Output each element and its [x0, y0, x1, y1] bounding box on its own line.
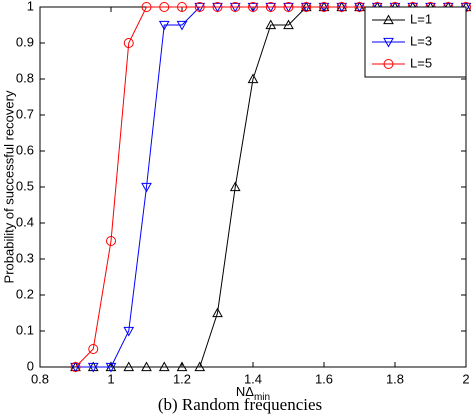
marker	[265, 2, 276, 12]
x-tick-label: 1.2	[173, 371, 191, 386]
marker	[265, 19, 277, 30]
marker	[283, 19, 294, 30]
x-tick-label: 1.4	[244, 371, 262, 386]
legend-label: L=3	[410, 33, 432, 48]
marker	[383, 37, 394, 48]
marker	[106, 236, 116, 246]
x-tick-label: 0.8	[31, 371, 49, 386]
marker	[158, 20, 170, 31]
y-tick-label: 0.9	[16, 34, 34, 49]
marker	[230, 2, 241, 12]
x-tick-label: 1.6	[315, 371, 333, 386]
legend: L=1 L=3 L=5	[364, 6, 467, 78]
marker	[70, 362, 81, 373]
y-tick-label: 0.6	[16, 142, 34, 157]
y-tick-label: 0	[27, 358, 34, 373]
marker	[158, 361, 170, 372]
marker	[177, 2, 187, 12]
marker	[212, 307, 223, 318]
marker	[176, 20, 188, 31]
marker	[283, 2, 294, 12]
y-tick-label: 0.3	[16, 250, 34, 265]
y-tick-label: 0.7	[16, 106, 34, 121]
marker	[354, 2, 365, 12]
marker	[247, 73, 259, 84]
marker	[301, 2, 312, 12]
y-tick-label: 0.4	[16, 214, 34, 229]
marker	[194, 2, 205, 12]
marker	[319, 2, 329, 12]
x-tick-label: 1.8	[386, 371, 404, 386]
marker	[70, 362, 81, 372]
marker	[159, 2, 170, 12]
x-label-main: NΔ	[236, 384, 254, 399]
marker	[123, 38, 134, 48]
y-tick-label: 0.8	[16, 70, 34, 85]
marker	[88, 344, 99, 354]
marker	[141, 182, 152, 193]
y-tick-label: 0.1	[16, 322, 34, 337]
marker	[123, 361, 135, 372]
marker	[212, 2, 223, 12]
y-tick-label: 0.5	[16, 178, 34, 193]
marker	[105, 362, 117, 373]
x-axis-label: NΔmin	[236, 384, 270, 402]
marker	[176, 361, 188, 372]
marker	[248, 2, 258, 12]
caption: (b) Random frequencies	[158, 395, 322, 414]
legend-label: L=1	[410, 11, 432, 26]
y-tick-label: 0.2	[16, 286, 34, 301]
marker	[383, 14, 394, 25]
y-axis-label: Probability of successful recovery	[1, 90, 16, 283]
x-tick-label: 1	[107, 371, 114, 386]
y-tick-label: 1	[27, 0, 34, 13]
x-tick-label: 2	[462, 371, 469, 386]
marker	[141, 2, 152, 12]
marker	[383, 59, 394, 69]
marker	[87, 362, 99, 373]
marker	[194, 361, 206, 372]
marker	[336, 2, 347, 12]
marker	[141, 361, 152, 372]
legend-label: L=5	[410, 55, 432, 70]
x-label-sub: min	[254, 392, 270, 403]
marker	[229, 181, 241, 192]
marker	[123, 326, 135, 337]
